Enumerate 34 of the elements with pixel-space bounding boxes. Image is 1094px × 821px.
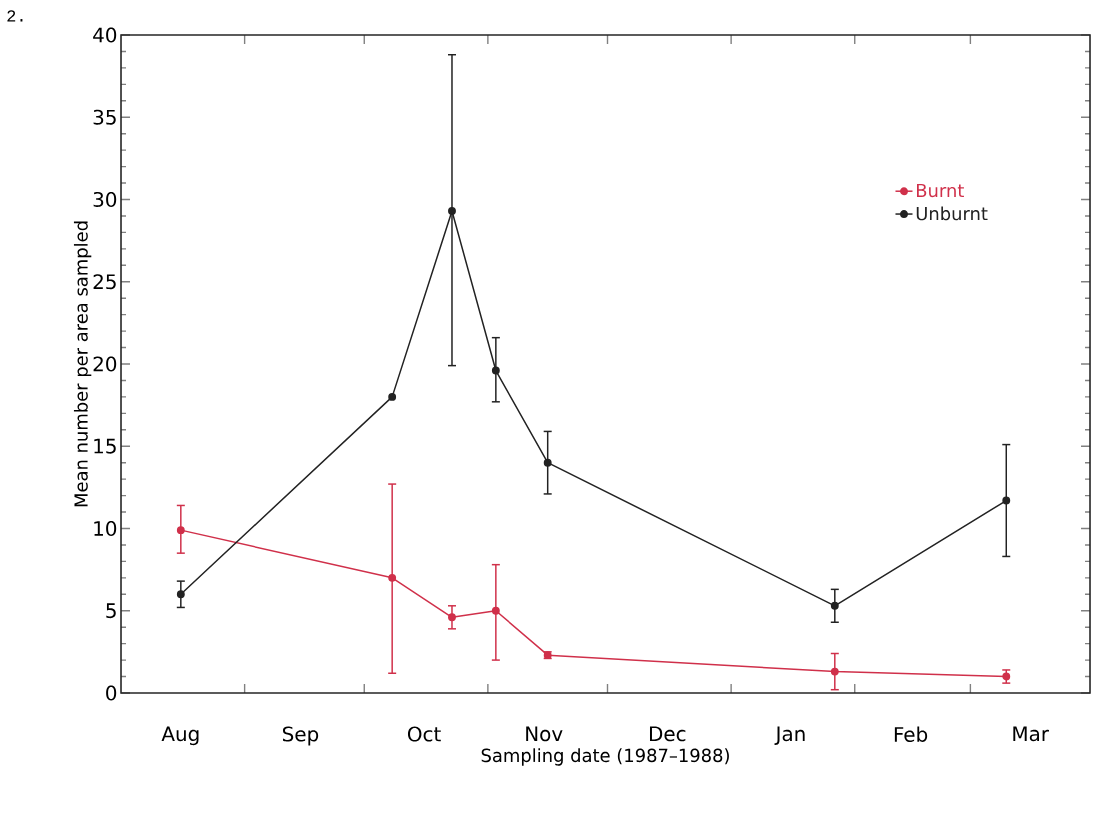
y-tick-label: 5 [106, 603, 116, 619]
y-tick-label: 10 [94, 520, 117, 537]
point [176, 526, 185, 535]
y-tick-label: 30 [93, 191, 117, 208]
x-tick-label: Feb [894, 726, 928, 742]
x-axis-title: Sampling date (1987–1988) [481, 748, 729, 766]
y-tick-label: 0 [106, 685, 117, 701]
point [1002, 496, 1011, 505]
x-tick-label: Dec [650, 726, 686, 742]
y-tick-label: 25 [93, 274, 116, 290]
point [830, 601, 839, 610]
point [830, 667, 839, 676]
x-tick-label: Nov [526, 726, 563, 742]
y-axis-title: Mean number per area sampled [73, 221, 92, 507]
legend-label: Unburnt [916, 206, 988, 221]
point [491, 606, 500, 615]
x-tick-label: Mar [1013, 726, 1049, 742]
point [448, 613, 456, 622]
x-tick-label: Oct [407, 726, 441, 742]
point [176, 590, 185, 599]
legend-label: Burnt [917, 183, 964, 198]
point [448, 207, 456, 215]
x-tick-label: Sep [282, 726, 319, 746]
y-tick-label: 35 [93, 109, 116, 125]
point [388, 392, 397, 401]
y-tick-label: 20 [93, 356, 117, 372]
point [491, 366, 500, 375]
text: 2. [7, 10, 23, 22]
point [388, 573, 397, 582]
y-tick-label: 40 [93, 27, 117, 43]
x-tick-label: Jan [774, 726, 805, 746]
x-tick-label: Aug [161, 726, 199, 746]
y-tick-label: 15 [94, 438, 116, 454]
point [543, 458, 552, 467]
